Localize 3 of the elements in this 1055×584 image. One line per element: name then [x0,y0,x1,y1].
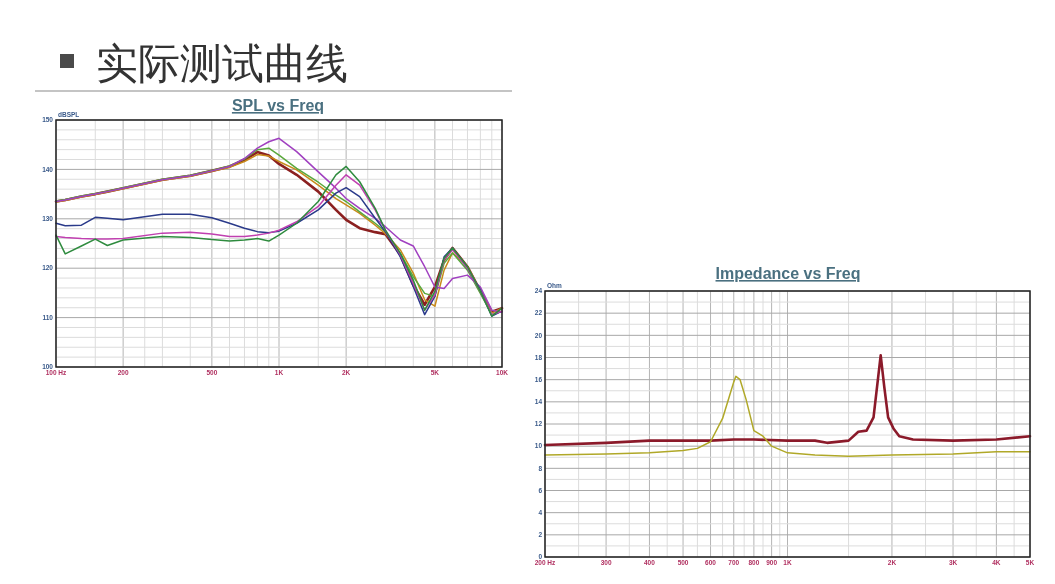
text: 实际测试曲线 [96,40,348,87]
chart-title: SPL vs Freq [231,97,325,114]
chart-title: Impedance vs Freq [715,265,861,282]
